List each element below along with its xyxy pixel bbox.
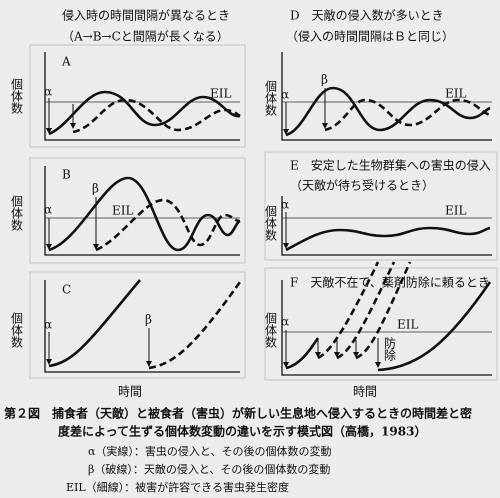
beta-label: β xyxy=(321,73,328,87)
alpha-label: α xyxy=(44,318,52,332)
panel-subtitle: （天敵が待ち受けるとき） xyxy=(290,178,434,193)
panel-b: B 個体数 EIL α β xyxy=(10,157,246,264)
panel-title: F 天敵不在で、薬剤防除に頼るとき xyxy=(290,275,490,290)
panel-title: E 安定した生物群集への害虫の侵入 xyxy=(290,158,491,173)
header-line: （A→B→Cと間隔が長くなる） xyxy=(62,29,229,44)
alpha-curve xyxy=(48,176,241,252)
axes xyxy=(44,280,240,373)
alpha-label: α xyxy=(281,88,289,102)
panel-c: C 個体数 α β xyxy=(10,271,246,379)
eil-label: EIL xyxy=(112,204,134,218)
alpha-label: α xyxy=(44,203,52,217)
regrowth-curve xyxy=(317,261,380,360)
y-label: 個体数 xyxy=(264,205,278,242)
beta-curve xyxy=(95,198,241,252)
axes xyxy=(281,196,492,256)
beta-label: β xyxy=(145,313,152,327)
beta-label: β xyxy=(92,182,99,196)
header-line: 侵入時の時間間隔が異なるとき xyxy=(62,8,230,23)
axes xyxy=(44,52,240,141)
legend-line: β（破線）：天敵の侵入と、その後の個体数の変動 xyxy=(88,462,330,476)
axes xyxy=(281,280,492,376)
eil-label: EIL xyxy=(397,318,419,332)
alpha-curve xyxy=(285,226,491,252)
alpha-label: α xyxy=(281,315,289,329)
panel-title: D 天敵の侵入数が多いとき xyxy=(290,8,444,23)
y-label: 個体数 xyxy=(10,78,24,115)
regrowth-curve xyxy=(336,261,396,360)
panel-frame xyxy=(29,157,246,264)
panel-d: D 天敵の侵入数が多いとき （侵入の時間間隔はＢと同じ） 個体数 EIL α β xyxy=(264,8,492,141)
panel-frame xyxy=(264,151,498,261)
panel-letter: B xyxy=(62,168,71,182)
beta-curve xyxy=(72,98,241,134)
legend-line: α（実線）：害虫の侵入と、その後の個体数の変動 xyxy=(88,444,332,458)
caption-line: 度差によって生ずる個体数変動の違いを示す模式図（高橋，1983） xyxy=(58,424,426,439)
legend-line: EIL（細線）：被害が許容できる害虫発生密度 xyxy=(66,480,289,494)
axes xyxy=(44,166,240,256)
x-label: 時間 xyxy=(118,385,142,399)
alpha-curve xyxy=(48,90,241,136)
alpha-curve xyxy=(285,86,491,137)
alpha-curve xyxy=(285,337,320,370)
panel-e: E 安定した生物群集への害虫の侵入 （天敵が待ち受けるとき） 個体数 EIL α xyxy=(264,151,498,261)
y-label: 個体数 xyxy=(10,312,24,349)
beta-curve xyxy=(148,281,242,370)
panel-frame xyxy=(264,267,498,381)
panel-frame xyxy=(29,44,246,148)
panel-f: F 天敵不在で、薬剤防除に頼るとき 個体数 EIL α 防除 xyxy=(264,261,498,381)
y-label: 個体数 xyxy=(264,80,278,117)
x-label: 時間 xyxy=(353,385,377,399)
panel-frame xyxy=(29,271,246,379)
y-label: 個体数 xyxy=(10,195,24,232)
panel-a: A 個体数 EIL α xyxy=(10,44,246,148)
panel-subtitle: （侵入の時間間隔はＢと同じ） xyxy=(286,29,454,44)
alpha-label: α xyxy=(44,85,52,99)
control-label: 防除 xyxy=(383,336,397,361)
alpha-curve xyxy=(48,279,141,368)
regrowth-curve xyxy=(355,261,412,360)
panel-letter: C xyxy=(62,283,71,297)
eil-label: EIL xyxy=(445,204,467,218)
y-label: 個体数 xyxy=(264,312,278,349)
eil-label: EIL xyxy=(445,87,467,101)
panel-letter: A xyxy=(61,55,71,69)
alpha-curve xyxy=(377,281,492,372)
caption-line: 第２図 捕食者（天敵）と被食者（害虫）が新しい生息地へ侵入するときの時間差と密 xyxy=(4,406,472,421)
eil-label: EIL xyxy=(210,87,232,101)
alpha-label: α xyxy=(281,198,289,212)
axes xyxy=(281,52,492,141)
beta-curve xyxy=(324,98,491,132)
